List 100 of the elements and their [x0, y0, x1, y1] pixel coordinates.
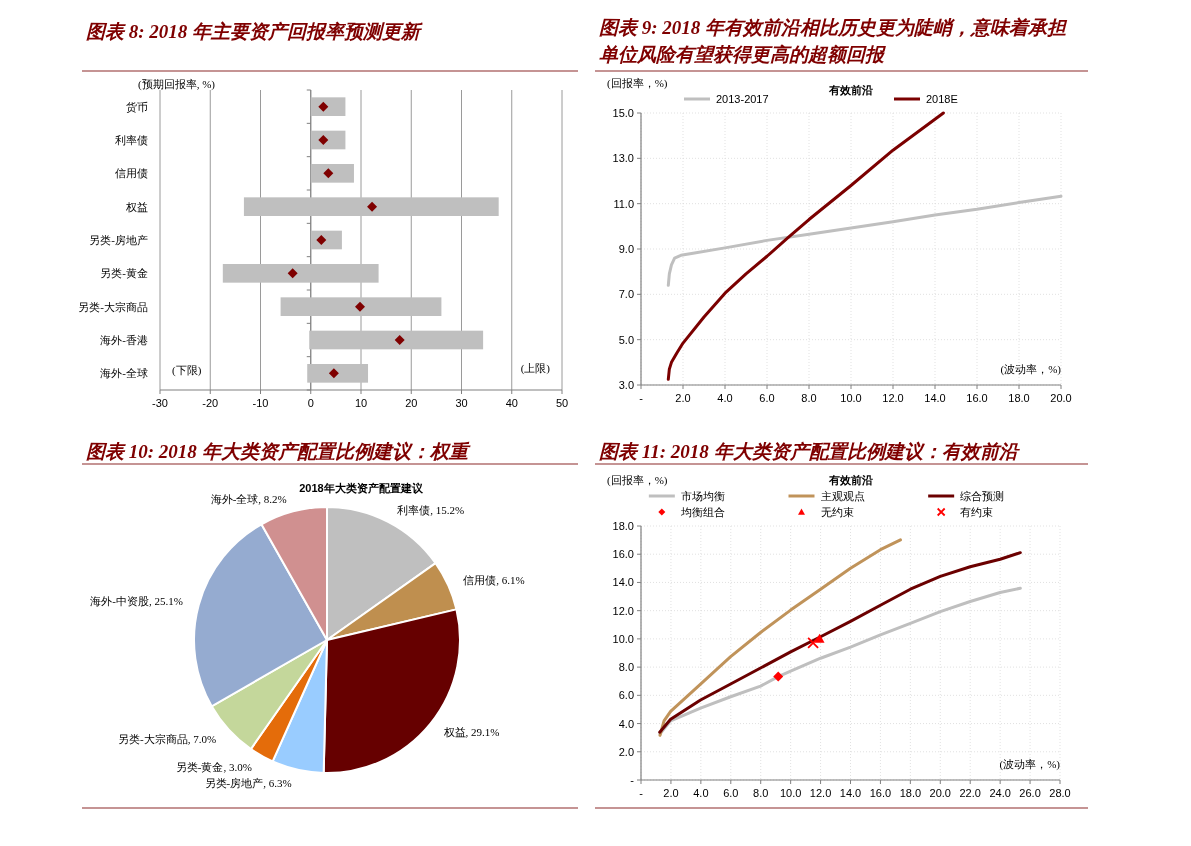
x-tick-label: 2.0 [675, 392, 691, 404]
line-series [658, 586, 1022, 736]
chart-title: 图表 11: 2018 年大类资产配置比例建议：有效前沿 [599, 441, 1021, 462]
y-tick-label: 14.0 [612, 576, 634, 589]
x-tick-label: 14.0 [924, 392, 946, 404]
x-tick-label: 16.0 [966, 392, 988, 404]
x-tick-label: -10 [252, 397, 269, 409]
y-tick-label: 16.0 [612, 548, 634, 561]
x-tick-label: - [639, 392, 644, 404]
slice-label: 另类-黄金, 3.0% [175, 761, 252, 774]
x-tick-label: 50 [555, 397, 569, 409]
chart-title: 图表 8: 2018 年主要资产回报率预测更新 [86, 21, 424, 42]
y-tick-label: - [630, 774, 635, 786]
y-tick-label: 9.0 [618, 243, 634, 255]
slice-label: 信用债, 6.1% [463, 573, 525, 586]
point [328, 368, 339, 379]
y-tick-label: 5.0 [618, 333, 634, 346]
chart-subtitle: 有效前沿 [828, 84, 873, 96]
point [367, 201, 378, 212]
annotation: (上限) [520, 362, 551, 375]
x-tick-label: 6.0 [723, 787, 739, 799]
x-tick-label: 12.0 [809, 787, 832, 799]
y-tick-label: 2.0 [618, 745, 634, 758]
x-tick-label: 4.0 [693, 787, 709, 799]
x-tick-label: 0 [307, 397, 314, 409]
y-tick-label: 另类-大宗商品 [78, 300, 148, 313]
y-tick-label: 信用债 [115, 167, 148, 180]
y-tick-label: 18.0 [612, 520, 634, 532]
line-series [658, 551, 1022, 734]
y-tick-label: 权益 [125, 200, 148, 213]
legend-label: 主观观点 [820, 490, 865, 502]
x-tick-label: 8.0 [753, 787, 769, 799]
x-tick-label: 30 [455, 397, 468, 409]
chart-subtitle: 2018年大类资产配置建议 [299, 482, 424, 495]
y-tick-label: 另类-黄金 [100, 267, 148, 280]
line-series [666, 194, 1063, 287]
legend-label: 无约束 [820, 506, 854, 518]
point [394, 335, 405, 345]
y-tick-label: 货币 [126, 100, 148, 113]
legend-label: 2013-2017 [716, 93, 769, 105]
chart-title: 图表 10: 2018 年大类资产配置比例建议：权重 [86, 441, 471, 462]
annotation: (下限) [172, 364, 202, 377]
slice-label: 海外-全球, 8.2% [210, 492, 287, 505]
y-tick-label: 4.0 [618, 717, 634, 730]
y-tick-label: 利率债 [115, 134, 148, 146]
y-axis-title: (回报率，%) [607, 77, 668, 90]
y-tick-label: 6.0 [618, 689, 634, 702]
x-tick-label: 6.0 [759, 392, 775, 404]
point [807, 636, 819, 649]
x-tick-label: 8.0 [801, 392, 817, 404]
x-axis-title: (波动率，%) [999, 758, 1061, 771]
x-tick-label: 28.0 [1049, 787, 1071, 799]
x-tick-label: 16.0 [869, 787, 892, 799]
legend-label: 市场均衡 [680, 490, 725, 502]
x-axis-title: (预期回报率, %) [138, 78, 216, 91]
x-tick-label: 4.0 [717, 392, 733, 404]
x-tick-label: 20.0 [929, 787, 951, 799]
y-tick-label: 11.0 [613, 197, 634, 210]
slice-label: 海外-中资股, 25.1% [90, 595, 183, 608]
legend-label: 均衡组合 [679, 506, 725, 518]
point [773, 671, 784, 682]
x-tick-label: 10.0 [779, 787, 802, 799]
slice-label: 利率债, 15.2% [397, 504, 465, 517]
x-tick-label: 20.0 [1050, 392, 1072, 404]
x-tick-label: 14.0 [839, 787, 862, 799]
x-tick-label: 18.0 [1008, 392, 1030, 404]
y-axis-title: (回报率，%) [607, 474, 668, 487]
x-tick-label: 10 [354, 397, 368, 409]
x-tick-label: -20 [202, 397, 219, 409]
x-tick-label: -30 [152, 397, 168, 409]
y-tick-label: 12.0 [612, 604, 634, 617]
x-tick-label: 12.0 [882, 392, 904, 404]
x-tick-label: 24.0 [989, 787, 1011, 799]
slice-label: 另类-房地产, 6.3% [204, 777, 292, 790]
y-tick-label: 7.0 [618, 288, 634, 301]
slice-label: 另类-大宗商品, 7.0% [118, 732, 217, 745]
x-tick-label: - [639, 787, 644, 799]
line-series [666, 111, 945, 381]
slice-label: 权益, 29.1% [442, 726, 500, 739]
y-tick-label: 13.0 [612, 152, 634, 165]
x-tick-label: 2.0 [663, 787, 679, 799]
x-tick-label: 10.0 [840, 392, 862, 404]
point [354, 301, 365, 312]
legend-label: 有约束 [960, 506, 994, 518]
chart-subtitle: 有效前沿 [827, 474, 873, 486]
y-tick-label: 8.0 [618, 661, 634, 674]
y-tick-label: 海外-香港 [100, 334, 148, 346]
legend-label: 2018E [926, 93, 958, 105]
x-tick-label: 22.0 [959, 787, 981, 799]
line-series [658, 538, 902, 737]
y-tick-label: 海外-全球 [100, 367, 148, 380]
y-tick-label: 15.0 [612, 107, 634, 119]
y-tick-label: 10.0 [612, 632, 634, 645]
x-tick-label: 26.0 [1019, 787, 1041, 799]
x-axis-title: (波动率，%) [1000, 363, 1062, 376]
point [287, 268, 298, 279]
x-tick-label: 20 [405, 397, 418, 409]
y-tick-label: 3.0 [618, 379, 634, 391]
chart-title: 图表 9: 2018 年有效前沿相比历史更为陡峭，意味着承担单位风险有望获得更高的超额回报 [599, 17, 1069, 65]
x-tick-label: 40 [505, 397, 518, 409]
